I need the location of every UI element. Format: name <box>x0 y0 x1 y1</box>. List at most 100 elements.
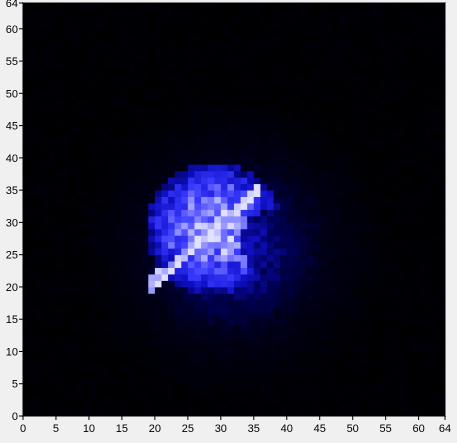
heatmap-cell <box>253 383 261 391</box>
heatmap-cell <box>253 370 261 378</box>
heatmap-cell <box>438 364 446 372</box>
heatmap-cell <box>319 345 327 352</box>
heatmap-cell <box>326 345 334 352</box>
heatmap-cell <box>385 86 393 94</box>
heatmap-cell <box>339 73 347 81</box>
heatmap-cell <box>220 222 228 230</box>
heatmap-cell <box>49 396 57 404</box>
heatmap-cell <box>49 183 57 191</box>
heatmap-cell <box>121 409 129 417</box>
heatmap-cell <box>319 9 327 17</box>
heatmap-cell <box>115 241 123 249</box>
heatmap-cell <box>128 41 136 49</box>
heatmap-cell <box>121 125 129 133</box>
heatmap-cell <box>266 164 274 172</box>
heatmap-cell <box>115 9 123 17</box>
heatmap-cell <box>326 215 334 223</box>
heatmap-cell <box>280 267 288 275</box>
heatmap-cell <box>168 409 176 417</box>
heatmap-cell <box>128 93 136 101</box>
heatmap-cell <box>438 73 446 81</box>
heatmap-cell <box>346 61 354 68</box>
heatmap-cell <box>326 319 334 327</box>
heatmap-cell <box>379 183 387 191</box>
heatmap-cell <box>29 170 37 178</box>
heatmap-cell <box>174 203 182 210</box>
heatmap-cell <box>214 67 222 75</box>
x-tick-label: 50 <box>347 423 359 435</box>
heatmap-cell <box>201 383 209 391</box>
heatmap-cell <box>36 151 44 159</box>
heatmap-cell <box>187 293 195 301</box>
x-tick-label: 15 <box>116 423 128 435</box>
heatmap-cell <box>299 28 307 36</box>
heatmap-cell <box>286 54 294 62</box>
heatmap-cell <box>299 196 307 204</box>
heatmap-cell <box>359 54 367 62</box>
heatmap-cell <box>154 203 162 210</box>
x-tick-label: 30 <box>215 423 227 435</box>
heatmap-cell <box>286 196 294 204</box>
heatmap-cell <box>293 390 301 398</box>
heatmap-cell <box>372 235 380 243</box>
heatmap-cell <box>339 248 347 256</box>
heatmap-cell <box>299 357 307 365</box>
heatmap-cell <box>82 157 90 165</box>
heatmap-cell <box>339 170 347 178</box>
heatmap-cell <box>75 93 83 101</box>
heatmap-cell <box>332 15 340 23</box>
heatmap-cell <box>332 306 340 314</box>
heatmap-cell <box>359 396 367 404</box>
heatmap-cell <box>88 235 96 243</box>
heatmap-cell <box>234 48 241 56</box>
heatmap-cell <box>108 15 116 23</box>
heatmap-cell <box>214 54 222 62</box>
heatmap-cell <box>148 48 156 56</box>
heatmap-cell <box>385 312 393 320</box>
heatmap-cell <box>286 28 294 36</box>
heatmap-cell <box>431 99 439 107</box>
heatmap-cell <box>438 357 446 365</box>
heatmap-cell <box>319 22 327 30</box>
heatmap-cell <box>168 383 176 391</box>
heatmap-cell <box>293 403 301 410</box>
heatmap-cell <box>75 222 83 230</box>
heatmap-cell <box>181 338 189 346</box>
heatmap-cell <box>141 73 149 81</box>
heatmap-cell <box>247 235 255 243</box>
heatmap-cell <box>425 138 433 146</box>
heatmap-cell <box>181 190 189 197</box>
heatmap-cell <box>405 22 413 30</box>
heatmap-cell <box>359 106 367 114</box>
heatmap-cell <box>359 183 367 191</box>
heatmap-cell <box>286 390 294 398</box>
heatmap-cell <box>365 28 373 36</box>
heatmap-cell <box>82 370 90 378</box>
heatmap-cell <box>280 364 288 372</box>
heatmap-cell <box>201 190 209 197</box>
heatmap-cell <box>108 222 116 230</box>
heatmap-cell <box>55 41 63 49</box>
heatmap-cell <box>234 183 241 191</box>
heatmap-cell <box>181 306 189 314</box>
heatmap-cell <box>332 209 340 217</box>
heatmap-cell <box>405 93 413 101</box>
heatmap-cell <box>385 299 393 307</box>
heatmap-cell <box>392 222 400 230</box>
heatmap-cell <box>352 28 360 36</box>
heatmap-cell <box>306 383 314 391</box>
heatmap-cell <box>234 325 241 333</box>
heatmap-cell <box>75 209 83 217</box>
heatmap-cell <box>220 312 228 320</box>
heatmap-cell <box>187 35 195 43</box>
heatmap-cell <box>95 306 103 314</box>
heatmap-cell <box>372 396 380 404</box>
heatmap-cell <box>214 132 222 139</box>
heatmap-cell <box>319 125 327 133</box>
heatmap-cell <box>286 306 294 314</box>
heatmap-cell <box>220 338 228 346</box>
heatmap-cell <box>306 183 314 191</box>
heatmap-cell <box>23 222 30 230</box>
heatmap-cell <box>260 267 268 275</box>
heatmap-cell <box>69 267 77 275</box>
